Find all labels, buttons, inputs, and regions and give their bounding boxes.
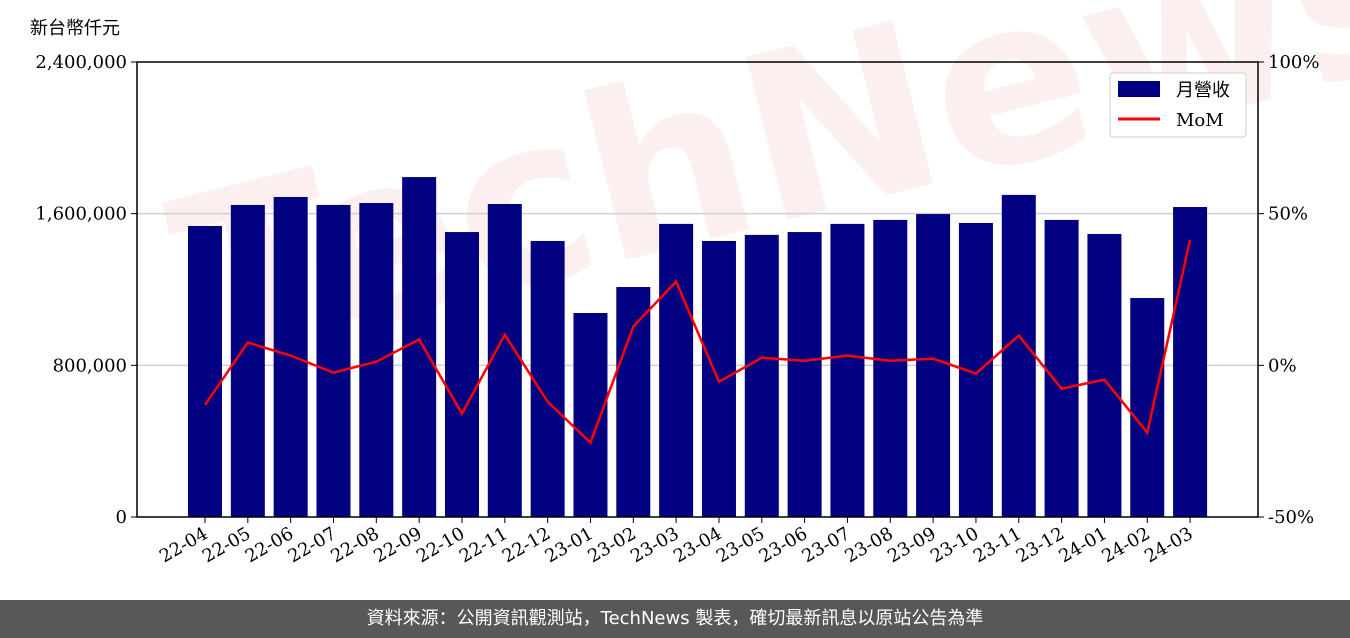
x-tick-label: 24-03: [1141, 523, 1196, 567]
x-tick-label: 22-12: [499, 523, 554, 567]
x-tick-label: 23-04: [670, 523, 725, 567]
mom-line: [203, 239, 1192, 445]
x-tick-label: 22-08: [327, 523, 382, 567]
bar-23-12: [1044, 219, 1079, 517]
x-tick-label: 22-06: [242, 523, 297, 567]
y-left-tick-label: 2,400,000: [35, 52, 127, 73]
bar-24-03: [1173, 207, 1208, 517]
bar-23-03: [659, 223, 694, 517]
y-right-tick-label: 0%: [1268, 355, 1297, 376]
x-tick-label: 22-05: [199, 523, 254, 567]
revenue-chart: 0 800,000 1,600,000 2,400,000 -50% 0% 50% 100% 2…: [35, 52, 1319, 567]
legend-label-bar: 月營收: [1176, 80, 1230, 101]
bar-22-06: [273, 196, 308, 517]
x-tick-label: 22-11: [456, 523, 511, 567]
y-left-tick-label: 800,000: [53, 355, 127, 376]
left-axis-unit: 新台幣仟元: [30, 18, 120, 39]
bar-22-12: [530, 240, 565, 517]
legend-label-line: MoM: [1176, 110, 1224, 131]
x-tick-label: 23-11: [970, 523, 1025, 567]
y-left-tick-label: 1,600,000: [35, 204, 127, 225]
bar-22-08: [359, 203, 394, 518]
bar-23-07: [830, 223, 865, 517]
x-tick-label: 23-01: [542, 523, 597, 567]
x-tick-label: 24-02: [1098, 523, 1153, 567]
x-tick-label: 23-10: [927, 523, 982, 567]
x-tick-label: 22-07: [285, 523, 340, 567]
y-right-tick-label: 50%: [1268, 204, 1308, 225]
y-right-tick-label: -50%: [1268, 507, 1314, 528]
bar-23-09: [916, 214, 951, 517]
bar-23-01: [573, 313, 608, 517]
bar-24-02: [1130, 298, 1165, 517]
x-tick-label: 22-10: [413, 523, 468, 567]
bar-22-11: [487, 203, 522, 517]
x-tick-label: 23-07: [799, 523, 854, 567]
bar-22-04: [188, 225, 222, 518]
x-tick-label: 23-05: [713, 523, 768, 567]
bar-22-09: [402, 177, 437, 517]
bar-23-02: [616, 287, 651, 517]
x-tick-label: 23-12: [1013, 523, 1068, 567]
source-footer: 資料來源：公開資訊觀測站，TechNews 製表，確切最新訊息以原站公告為準: [0, 600, 1350, 638]
y-right-tick-label: 100%: [1268, 52, 1319, 73]
bar-22-10: [444, 232, 479, 517]
bar-22-07: [316, 204, 351, 517]
bar-24-01: [1087, 233, 1122, 517]
bar-23-06: [787, 232, 822, 517]
bar-23-11: [1001, 194, 1036, 517]
x-tick-label: 23-09: [884, 523, 939, 567]
x-tick-label: 22-09: [370, 523, 425, 567]
bar-23-05: [744, 234, 779, 517]
x-tick-label: 24-01: [1055, 523, 1110, 567]
x-tick-label: 23-02: [584, 523, 639, 567]
y-left-tick-label: 0: [116, 507, 127, 528]
bar-23-08: [873, 219, 908, 517]
plot-frame: [136, 61, 1259, 518]
x-tick-label: 23-03: [627, 523, 682, 567]
x-tick-label: 22-04: [156, 523, 211, 567]
x-tick-label: 23-06: [756, 523, 811, 567]
x-tick-label: 23-08: [841, 523, 896, 567]
legend-swatch-bar: [1118, 81, 1160, 97]
